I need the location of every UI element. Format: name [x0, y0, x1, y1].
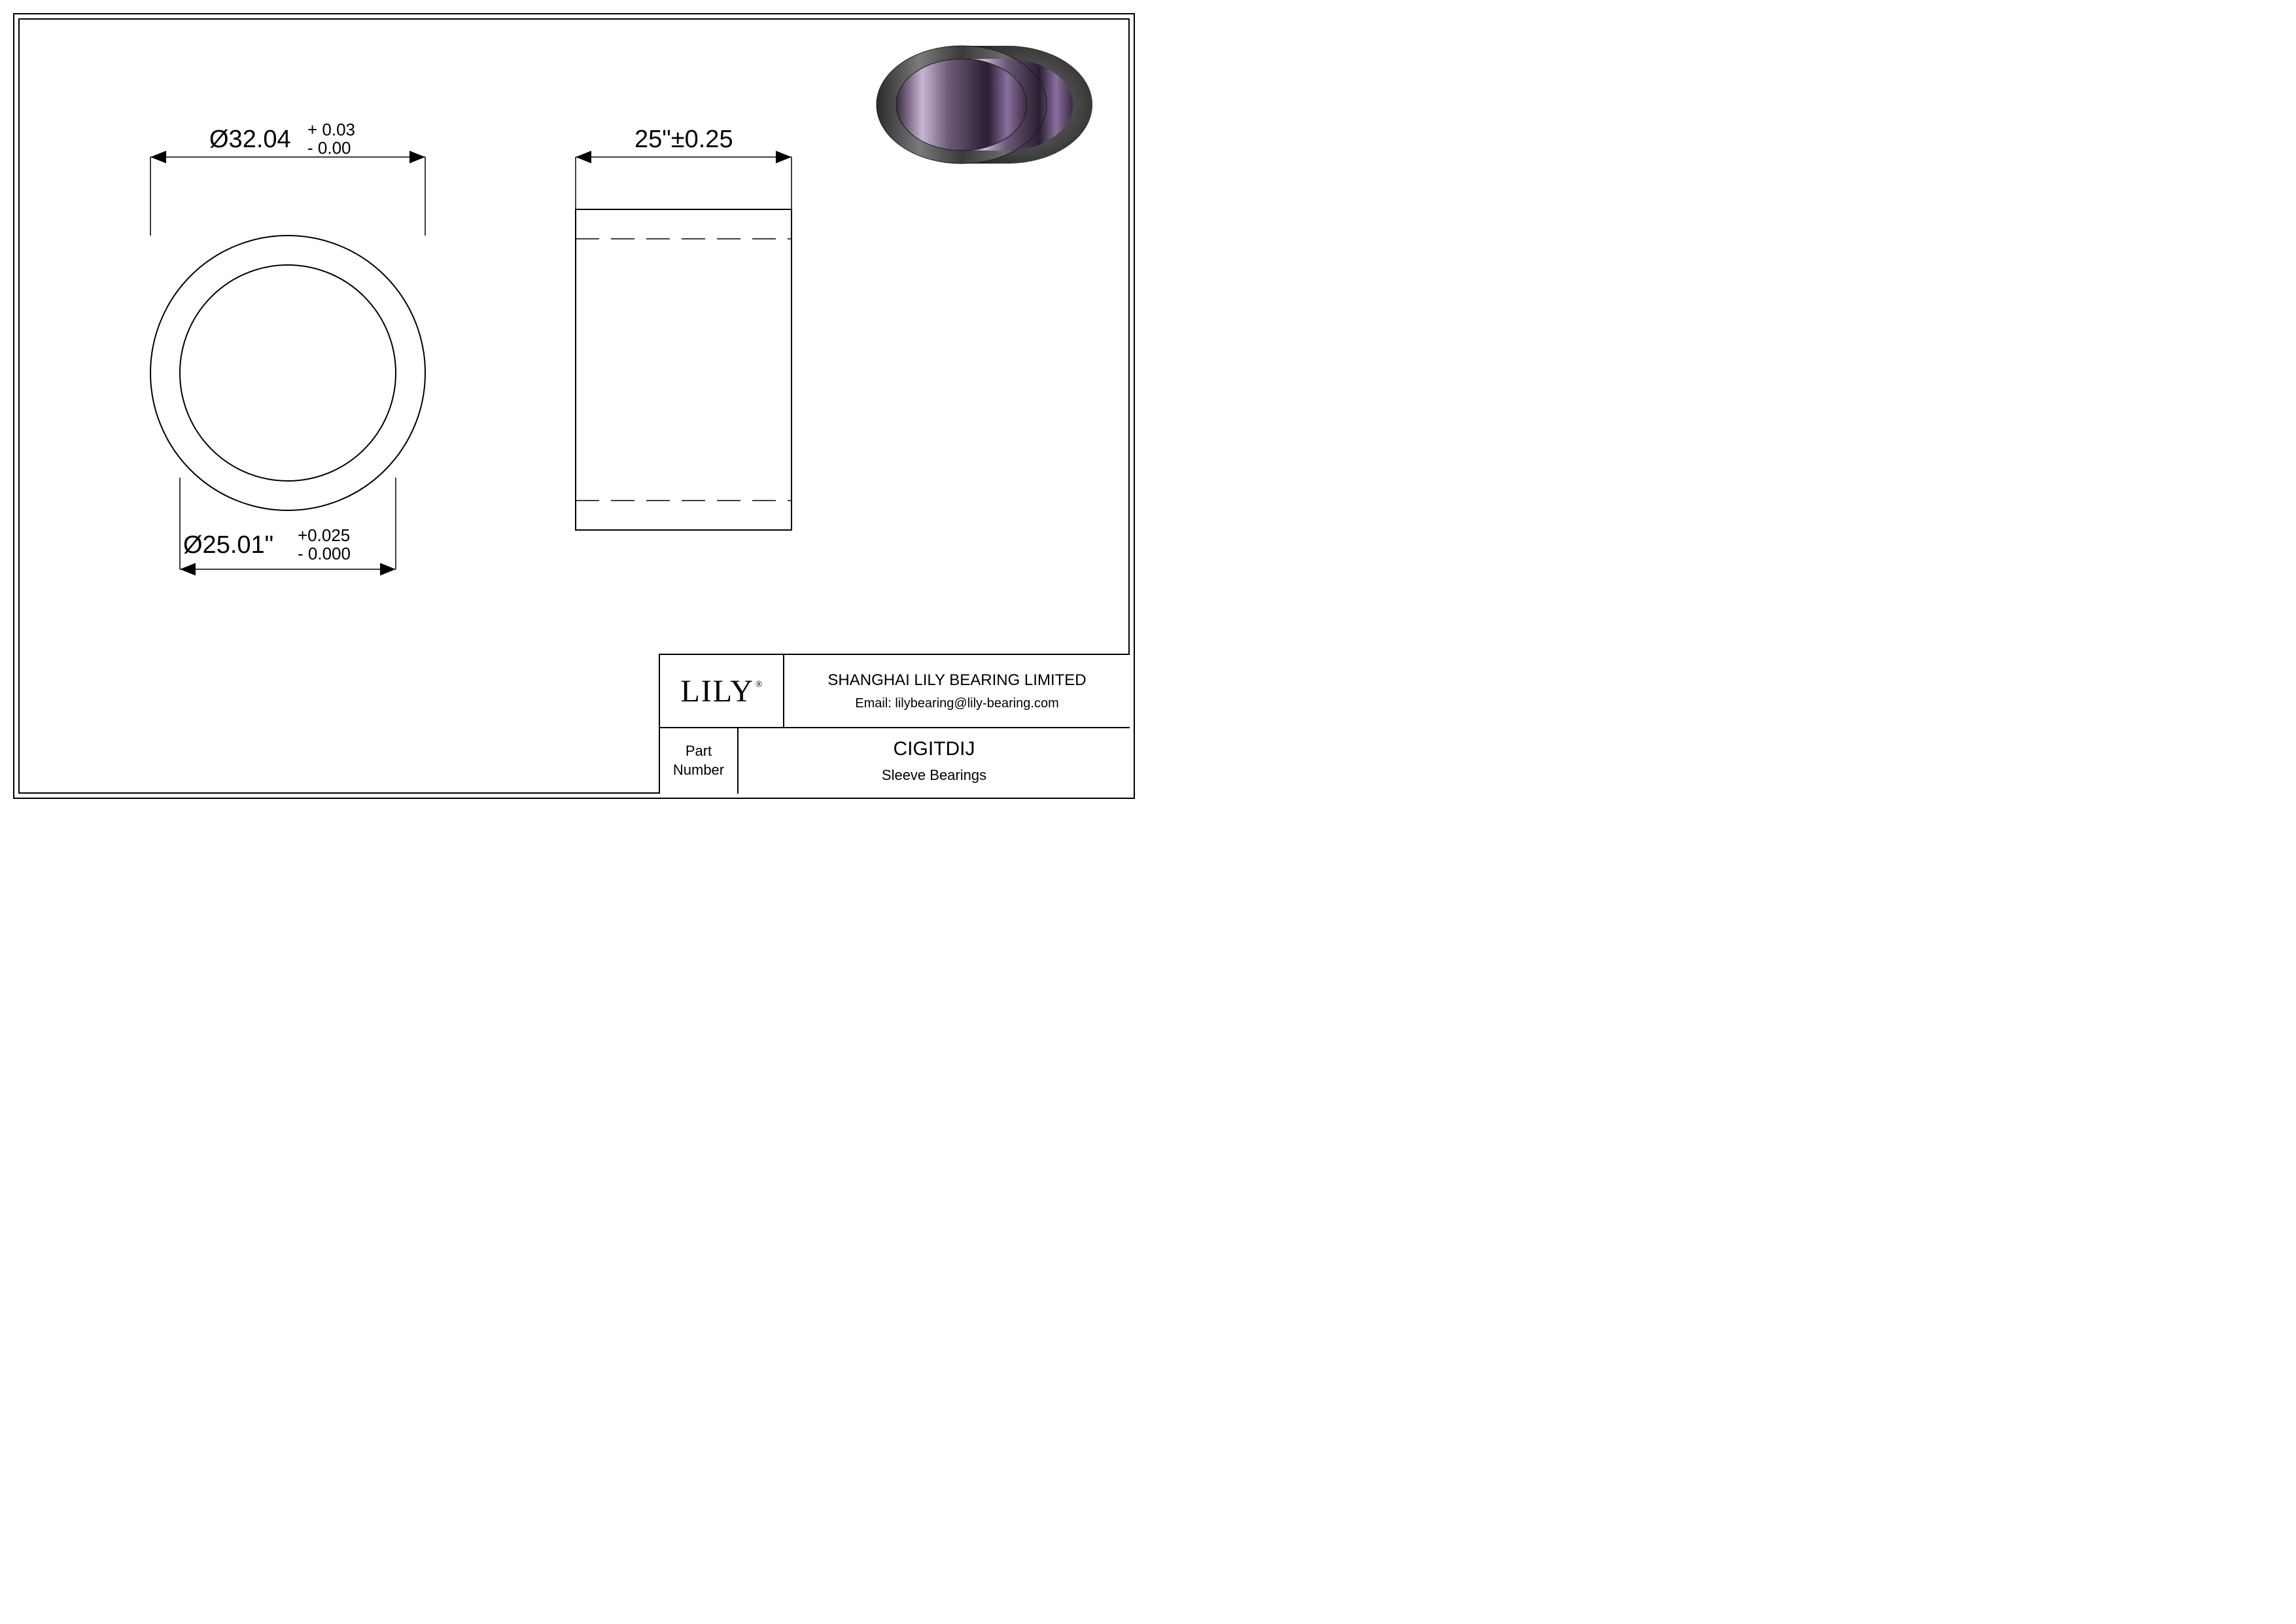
title-block-row-1: LILY® SHANGHAI LILY BEARING LIMITED Emai…: [660, 655, 1130, 728]
company-cell: SHANGHAI LILY BEARING LIMITED Email: lil…: [784, 655, 1130, 727]
title-block: LILY® SHANGHAI LILY BEARING LIMITED Emai…: [659, 654, 1130, 794]
part-number: CIGITDIJ: [894, 738, 975, 760]
title-block-row-2: Part Number CIGITDIJ Sleeve Bearings: [660, 728, 1130, 794]
part-description: Sleeve Bearings: [882, 767, 986, 784]
company-name: SHANGHAI LILY BEARING LIMITED: [827, 671, 1086, 690]
part-number-value-cell: CIGITDIJ Sleeve Bearings: [739, 728, 1130, 794]
logo-registered: ®: [756, 680, 764, 690]
logo-cell: LILY®: [660, 655, 784, 727]
part-number-label-cell: Part Number: [660, 728, 739, 794]
part-number-label: Part Number: [673, 742, 724, 779]
logo-text: LILY: [680, 674, 754, 709]
company-email: Email: lilybearing@lily-bearing.com: [855, 696, 1059, 711]
drawing-page: Ø32.04+ 0.03- 0.00Ø25.01"+0.025- 0.000 2…: [0, 0, 1148, 812]
